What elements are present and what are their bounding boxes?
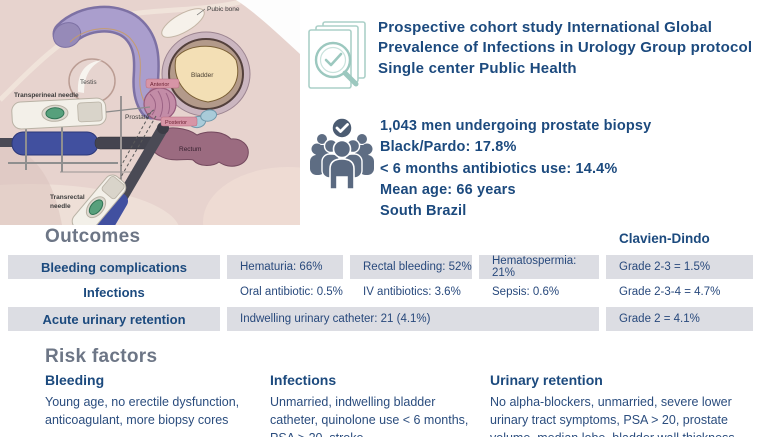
stat-line: Black/Pardo: 17.8% — [380, 139, 517, 156]
row-value: Hematuria: 66% — [227, 255, 343, 279]
study-document-search-icon — [308, 21, 366, 89]
prostate-biopsy-anatomy-illustration: Pubic bone Testis Bladder Rectum — [0, 0, 300, 225]
prostate-shape — [143, 87, 177, 121]
biopsy-trajectory-lines — [109, 108, 157, 197]
bladder-label: Bladder — [191, 72, 214, 79]
rectum-shape — [150, 127, 249, 167]
clavien-dindo-column-header: Clavien-Dindo — [619, 231, 710, 246]
stat-line: South Brazil — [380, 203, 467, 220]
row-clavien-value: Grade 2 = 4.1% — [606, 307, 753, 331]
row-label: Infections — [83, 284, 145, 300]
row-value: IV antibiotics: 3.6% — [363, 286, 461, 298]
risk-group-text: No alpha-blockers, unmarried, severe low… — [490, 395, 735, 437]
risk-group-bleeding: Bleeding Young age, no erectile dysfunct… — [45, 372, 275, 430]
svg-text:Anterior: Anterior — [150, 82, 169, 88]
ultrasound-probe — [0, 131, 158, 156]
row-value: Oral antibiotic: 0.5% — [240, 286, 343, 298]
outcomes-heading: Outcomes — [45, 226, 141, 247]
stat-line: < 6 months antibiotics use: 14.4% — [380, 160, 618, 177]
row-value: Rectal bleeding: 52% — [350, 255, 472, 279]
risk-group-title: Bleeding — [45, 372, 105, 388]
rectum-label: Rectum — [179, 146, 201, 153]
population-stats: 1,043 men undergoing prostate biopsy Bla… — [380, 116, 760, 222]
cohort-people-icon — [310, 117, 374, 190]
risk-group-text: Unmarried, indwelling bladder catheter, … — [270, 395, 469, 437]
posterior-badge: Posterior — [160, 116, 198, 127]
table-row-bleeding: Bleeding complications Hematuria: 66% Re… — [8, 255, 758, 279]
row-value: Hematospermia: 21% — [479, 255, 599, 279]
row-clavien-value: Grade 2-3 = 1.5% — [606, 255, 753, 279]
pubic-bone-shape — [161, 8, 206, 38]
transrectal-needle-device — [71, 174, 127, 225]
risk-group-infections: Infections Unmarried, indwelling bladder… — [270, 372, 480, 437]
table-row-urinary-retention: Acute urinary retention Indwelling urina… — [8, 307, 758, 331]
background-corner — [236, 0, 300, 54]
testis-label: Testis — [80, 79, 97, 86]
row-label: Bleeding complications — [8, 255, 220, 279]
row-label: Acute urinary retention — [8, 307, 220, 331]
bladder-shape — [161, 31, 251, 117]
transrectal-needle-label-line2: needle — [50, 203, 71, 210]
stat-line: Mean age: 66 years — [380, 181, 516, 198]
anterior-badge: Anterior — [145, 78, 180, 89]
table-row-infections: Infections Oral antibiotic: 0.5% IV anti… — [8, 281, 758, 303]
prostate-label: Prostate — [125, 114, 150, 121]
risk-group-urinary-retention: Urinary retention No alpha-blockers, unm… — [490, 372, 768, 437]
risk-group-title: Urinary retention — [490, 372, 603, 388]
risk-factors-heading: Risk factors — [45, 346, 158, 367]
stat-line: 1,043 men undergoing prostate biopsy — [380, 118, 652, 134]
study-title: Prospective cohort study International G… — [378, 19, 753, 77]
pubic-bone-label: Pubic bone — [207, 6, 240, 13]
transrectal-needle-label-line1: Transrectal — [50, 194, 85, 201]
row-value: Indwelling urinary catheter: 21 (4.1%) — [227, 307, 599, 331]
transperineal-needle-label: Transperineal needle — [14, 92, 79, 99]
outcomes-table: Bleeding complications Hematuria: 66% Re… — [8, 255, 758, 335]
transperineal-needle-line — [105, 106, 151, 113]
transperineal-needle-device — [11, 97, 107, 130]
checkmark-circle-icon — [331, 117, 353, 139]
risk-group-text: Young age, no erectile dysfunction, anti… — [45, 395, 240, 427]
risk-group-title: Infections — [270, 372, 337, 388]
svg-text:Posterior: Posterior — [165, 120, 187, 126]
penis-shape — [52, 5, 166, 120]
row-value: Sepsis: 0.6% — [492, 286, 560, 298]
row-clavien-value: Grade 2-3-4 = 4.7% — [619, 286, 721, 298]
